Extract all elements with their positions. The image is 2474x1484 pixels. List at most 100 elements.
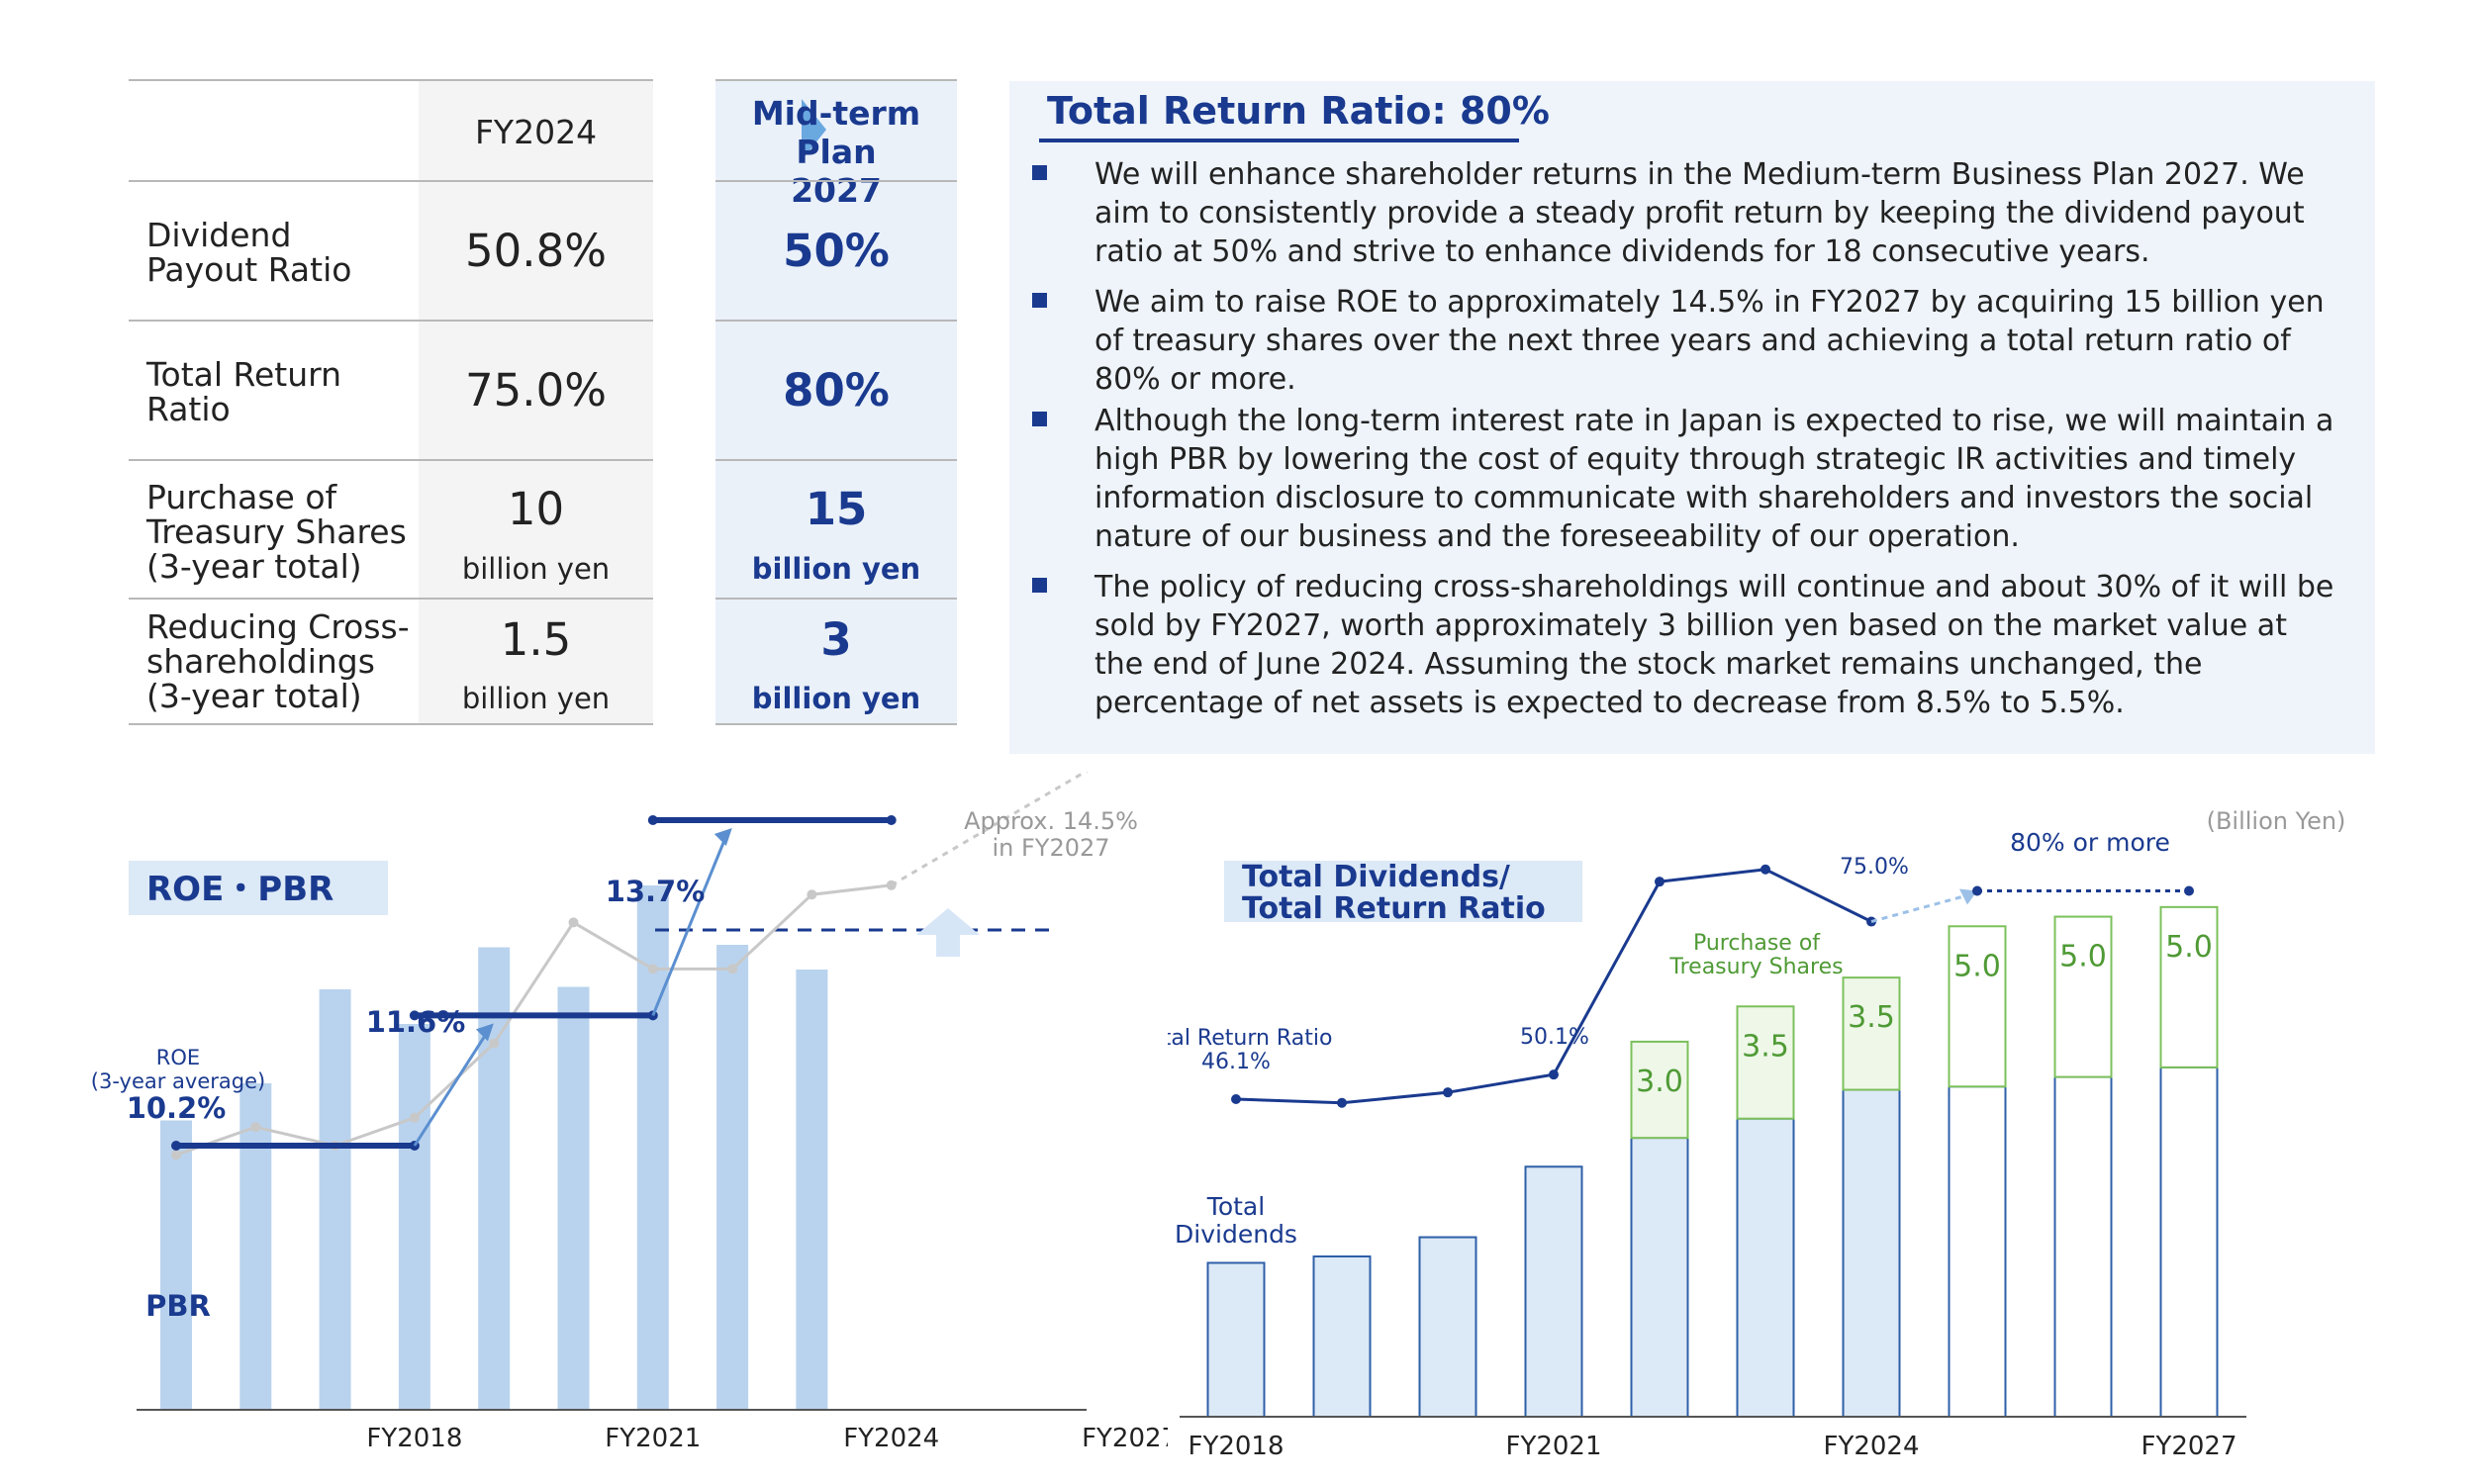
plan-treasury-cell: 15 billion yen — [715, 459, 957, 598]
return-ratio-target-label: 80% or more — [2010, 828, 2170, 857]
table-rule — [715, 598, 957, 600]
policy-bullet-text: Although the long-term interest rate in … — [1094, 404, 2334, 554]
dividends-series-label: Total Dividends — [1175, 1192, 1297, 1249]
row-label-dividend-payout-ratio: Dividend Payout Ratio — [146, 216, 352, 289]
roe-annual-point — [727, 964, 738, 974]
dividends-bar — [1842, 1088, 1901, 1419]
total-dividends-chart: Total Dividends/Total Return Ratio (Billi… — [1168, 807, 2346, 1461]
x-tick-label: FY2027 — [2141, 1432, 2236, 1461]
arrow-head-icon — [475, 1023, 494, 1042]
treasury-bar — [2053, 915, 2113, 1078]
roe-annual-point — [409, 1112, 420, 1123]
fy2024-treasury-unit: billion yen — [461, 552, 611, 586]
roe-average-point — [886, 815, 897, 825]
header-fy2024: FY2024 — [419, 79, 653, 180]
roe-average-label: 13.7% — [606, 875, 706, 908]
policy-title-underline — [1039, 139, 1519, 142]
square-bullet-icon — [1032, 165, 1047, 180]
roe-annual-point — [647, 964, 658, 974]
pbr-bar — [160, 1120, 192, 1410]
return-ratio-point — [1760, 864, 1770, 875]
treasury-value-label: 5.0 — [1953, 949, 2001, 983]
plan-cross-shareholdings-value: 3 — [820, 613, 852, 666]
plan-cross-shareholdings-unit: billion yen — [751, 682, 921, 715]
treasury-bar — [1948, 925, 2007, 1088]
pbr-bar — [796, 970, 828, 1410]
row-label-cross-shareholdings: Reducing Cross- shareholdings (3-year to… — [146, 607, 410, 715]
return-ratio-target-point — [2184, 885, 2194, 896]
treasury-bar — [2159, 905, 2219, 1068]
roe-pbr-title-box — [129, 861, 388, 915]
table-rule — [715, 180, 957, 182]
fy2024-cross-shareholdings-value: 1.5 — [500, 613, 572, 666]
roe-average-point — [171, 1141, 181, 1151]
header-mid-term-plan: Mid-term Plan 2027 — [715, 79, 957, 210]
x-tick-label: FY2021 — [605, 1424, 701, 1453]
treasury-value-label: 3.5 — [1848, 1000, 1895, 1035]
policy-box: Total Return Ratio: 80% We will enhance … — [1009, 81, 2375, 754]
treasury-bar — [1630, 1040, 1689, 1140]
treasury-value-label: 3.5 — [1742, 1029, 1789, 1064]
plan-treasury-unit: billion yen — [751, 552, 921, 586]
x-tick-label: FY2024 — [843, 1424, 939, 1453]
pbr-bar — [239, 1083, 272, 1410]
pbr-bar — [557, 986, 590, 1410]
roe-annual-line — [175, 883, 892, 1157]
roe-pbr-chart: ROE・PBR FY2018 FY2021 FY2024 FY2027 10.2% 11.6… — [91, 772, 1168, 1453]
row-label-treasury-shares: Purchase of Treasury Shares (3-year tota… — [146, 478, 407, 586]
pbr-series-label: PBR — [145, 1289, 211, 1323]
table-rule — [715, 459, 957, 461]
policy-title: Total Return Ratio: 80% — [1047, 89, 1550, 133]
dividends-bar — [1948, 1085, 2007, 1419]
fy2024-cross-shareholdings-unit: billion yen — [461, 682, 611, 715]
roe-annual-point — [489, 1038, 500, 1049]
dividends-bar — [1736, 1117, 1795, 1419]
plan-cross-shareholdings-cell: 3 billion yen — [715, 598, 957, 723]
plan-column-bg — [715, 79, 957, 725]
return-ratio-point — [1231, 1094, 1241, 1104]
roe-increase-arrow — [651, 835, 728, 1016]
x-tick-label: FY2018 — [366, 1424, 462, 1453]
fy2024-treasury-cell: 10 billion yen — [419, 459, 653, 598]
plan-treasury-value: 15 — [805, 483, 868, 535]
treasury-value-label: 3.0 — [1636, 1065, 1683, 1099]
roe-average-label: 11.6% — [366, 1005, 466, 1039]
roe-average-point — [647, 815, 658, 825]
return-ratio-point — [1549, 1069, 1559, 1080]
square-bullet-icon — [1032, 293, 1047, 308]
return-ratio-point — [1337, 1097, 1347, 1108]
fy2024-treasury-value: 10 — [507, 483, 565, 535]
roe-pbr-title: ROE・PBR — [146, 870, 333, 909]
pbr-bar — [398, 1024, 430, 1410]
table-rule — [715, 723, 957, 725]
x-tick-label: FY2024 — [1823, 1432, 1919, 1461]
table-rule — [129, 459, 653, 461]
treasury-series-label: Purchase of Treasury Shares — [1668, 931, 1843, 979]
table-rule — [129, 180, 653, 182]
header-fy2024-text: FY2024 — [474, 113, 598, 151]
table-rule — [129, 723, 653, 725]
treasury-value-label: 5.0 — [2059, 940, 2107, 974]
table-rule — [715, 320, 957, 322]
table-rule — [715, 79, 957, 81]
fy2024-dividend-payout-value: 50.8% — [465, 225, 607, 277]
return-ratio-series-label: Total Return Ratio — [1168, 1026, 1332, 1051]
roe-annual-point — [171, 1150, 181, 1160]
pbr-bar — [478, 947, 511, 1410]
dividends-chart-title: Total Dividends/Total Return Ratio — [1242, 860, 1546, 926]
dividends-bar — [1418, 1236, 1477, 1419]
plan-dividend-payout-cell: 50% — [715, 180, 957, 320]
roe-target-label: Approx. 14.5% in FY2027 — [964, 807, 1138, 862]
fy2024-total-return-cell: 75.0% — [419, 320, 653, 459]
dividends-bar — [1630, 1137, 1689, 1418]
roe-annual-point — [250, 1122, 261, 1133]
table-rule — [129, 79, 653, 81]
unit-label: (Billion Yen) — [2207, 807, 2346, 835]
roe-average-label: 10.2% — [127, 1091, 227, 1125]
row-label-total-return-ratio: Total Return Ratio — [146, 355, 342, 428]
return-ratio-point — [1655, 877, 1665, 887]
table-rule — [129, 320, 653, 322]
plan-total-return-value: 80% — [783, 364, 890, 417]
return-ratio-point — [1443, 1087, 1453, 1098]
